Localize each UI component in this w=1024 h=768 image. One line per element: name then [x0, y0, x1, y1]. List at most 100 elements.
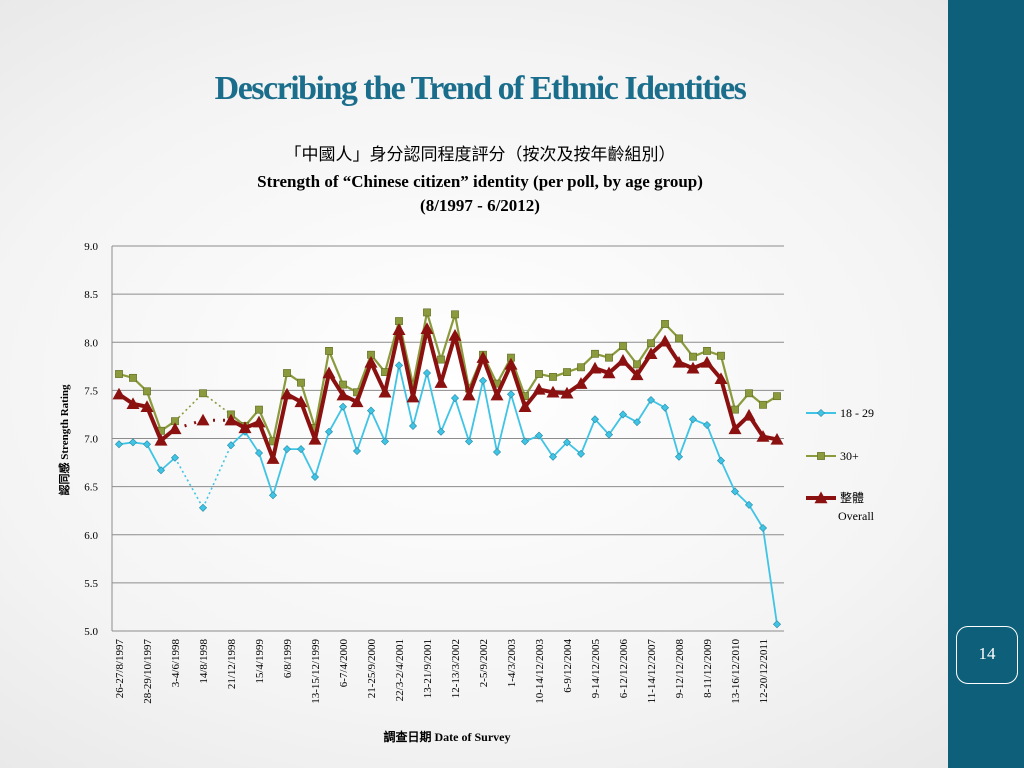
data-point — [661, 320, 669, 328]
data-point — [759, 400, 767, 409]
data-point — [464, 437, 474, 446]
data-point — [325, 347, 333, 355]
data-point — [254, 448, 264, 457]
data-point — [756, 430, 770, 442]
data-point — [297, 378, 305, 387]
data-point — [322, 366, 336, 379]
data-point — [268, 491, 278, 500]
x-tick-label: 14/8/1998 — [198, 639, 210, 684]
data-point — [773, 392, 781, 401]
chart-title-chinese: 「中國人」身分認同程度評分（按次及按年齡組別） — [284, 145, 676, 165]
data-point — [700, 355, 714, 368]
y-tick-label: 5.0 — [84, 626, 98, 638]
data-point — [128, 438, 138, 447]
data-point — [532, 382, 546, 395]
data-point — [588, 361, 602, 374]
y-tick-labels: 9.0 8.5 8.0 7.5 7.0 6.5 6.0 5.5 5.0 — [84, 241, 98, 638]
data-point — [168, 422, 182, 435]
data-point — [616, 354, 630, 366]
data-point — [644, 347, 658, 359]
data-point — [296, 445, 306, 454]
data-point — [730, 487, 740, 496]
y-tick-label: 6.5 — [84, 482, 98, 494]
data-point — [364, 355, 378, 368]
data-point — [562, 438, 572, 447]
data-point — [605, 353, 613, 362]
data-point — [366, 406, 376, 415]
data-point — [731, 405, 739, 414]
data-point — [224, 413, 238, 426]
series-line — [230, 311, 778, 443]
data-point — [170, 453, 180, 462]
data-point — [535, 370, 543, 378]
data-point — [703, 347, 711, 355]
data-point — [560, 386, 574, 399]
slide-title: Describing the Trend of Ethnic Identitie… — [214, 70, 747, 107]
x-tick-label: 11-14/12/2007 — [646, 639, 658, 704]
data-point — [689, 352, 697, 361]
data-point — [534, 431, 544, 440]
data-point — [590, 415, 600, 424]
data-point — [602, 366, 616, 379]
data-point — [742, 408, 756, 421]
gap-connector — [202, 392, 232, 416]
data-point — [647, 339, 655, 348]
data-point — [339, 380, 347, 389]
data-point — [518, 400, 532, 412]
y-tick-label: 9.0 — [84, 241, 98, 253]
data-point — [633, 360, 641, 369]
data-point — [199, 389, 207, 398]
x-tick-label: 6-9/12/2004 — [562, 639, 574, 693]
data-point — [308, 432, 322, 445]
series-line — [230, 364, 778, 625]
data-point — [546, 385, 560, 398]
data-point — [632, 418, 642, 427]
data-point — [770, 432, 784, 445]
legend: 18 - 29 30+ 整體 Overall — [806, 406, 875, 523]
data-point — [338, 402, 348, 411]
data-point — [674, 452, 684, 461]
sidebar-band — [948, 0, 1024, 768]
y-tick-label: 5.5 — [84, 578, 98, 590]
data-point — [255, 405, 263, 414]
data-point — [672, 355, 686, 368]
data-point — [630, 368, 644, 381]
data-point — [266, 452, 280, 464]
data-point — [423, 308, 431, 317]
data-point — [450, 394, 460, 403]
data-point — [658, 334, 672, 347]
data-point — [563, 368, 571, 376]
x-tick-label: 21-25/9/2000 — [366, 639, 378, 699]
legend-marker — [814, 491, 828, 504]
x-tick-label: 6/8/1999 — [282, 639, 294, 679]
x-tick-label: 6-7/4/2000 — [338, 639, 350, 688]
x-tick-label: 6-12/12/2006 — [618, 639, 630, 699]
data-point — [378, 385, 392, 398]
data-point — [226, 441, 236, 450]
data-point — [675, 334, 683, 343]
x-tick-label: 13-15/12/1999 — [310, 639, 322, 704]
x-tick-label: 13-21/9/2001 — [422, 639, 434, 698]
gap-connector — [174, 457, 204, 509]
data-point — [619, 342, 627, 350]
data-point — [745, 389, 753, 398]
data-point — [252, 415, 266, 428]
data-point — [280, 387, 294, 400]
data-point — [476, 351, 490, 363]
data-point — [520, 437, 530, 446]
x-tick-label: 26-27/8/1997 — [114, 639, 126, 699]
x-tick-label: 12-20/12/2011 — [758, 639, 770, 703]
data-point — [196, 413, 210, 426]
data-point — [448, 329, 462, 341]
data-point — [591, 349, 599, 358]
data-point — [422, 369, 432, 378]
data-point — [577, 363, 585, 372]
data-point — [238, 421, 252, 434]
series-layer — [112, 308, 784, 629]
data-point — [420, 322, 434, 334]
y-tick-label: 7.0 — [84, 434, 98, 446]
x-axis-label: 調查日期 Date of Survey — [384, 729, 511, 744]
data-point — [702, 421, 712, 430]
data-point — [350, 395, 364, 408]
